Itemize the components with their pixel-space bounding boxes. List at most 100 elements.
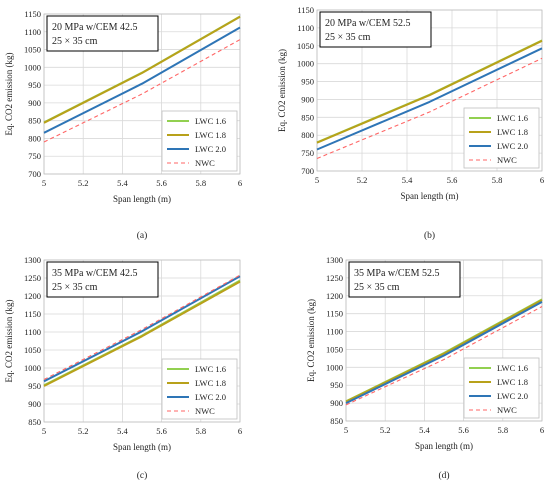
annotation-box (348, 261, 461, 298)
panel-caption: (b) (424, 230, 435, 241)
legend-label: LWC 1.6 (497, 113, 528, 123)
y-tick-label: 850 (28, 417, 41, 427)
y-tick-label: 900 (330, 398, 343, 408)
y-tick-label: 950 (301, 77, 314, 87)
x-tick-label: 6 (540, 175, 544, 185)
x-tick-label: 5.4 (117, 178, 128, 188)
annotation-box (319, 11, 432, 48)
legend-label: LWC 2.0 (195, 392, 226, 402)
y-tick-label: 900 (301, 94, 314, 104)
y-tick-label: 1100 (24, 27, 41, 37)
y-tick-label: 1250 (24, 273, 41, 283)
y-tick-label: 900 (28, 399, 41, 409)
y-tick-label: 1100 (297, 23, 314, 33)
y-tick-label: 1050 (326, 344, 343, 354)
y-axis-title: Eq. CO2 emission (kg) (306, 299, 316, 382)
x-tick-label: 5.6 (447, 175, 458, 185)
y-tick-label: 1200 (24, 291, 41, 301)
x-tick-label: 5.8 (492, 175, 503, 185)
x-tick-label: 5 (42, 178, 46, 188)
plot-frame (43, 13, 241, 175)
y-axis-title: Eq. CO2 emission (kg) (4, 300, 14, 383)
y-tick-label: 800 (28, 133, 41, 143)
y-tick-label: 1300 (24, 255, 41, 265)
annotation-line: 20 MPa w/CEM 52.5 (325, 18, 411, 29)
y-tick-label: 850 (28, 116, 41, 126)
annotation-line: 25 × 35 cm (325, 32, 371, 43)
legend-label: NWC (195, 406, 215, 416)
y-tick-label: 1000 (326, 362, 343, 372)
panel-caption: (d) (438, 470, 449, 481)
series-line-lwc-1-8 (43, 15, 241, 124)
annotation-line: 20 MPa w/CEM 42.5 (52, 22, 138, 33)
x-tick-label: 5.8 (195, 178, 206, 188)
x-axis-title: Span length (m) (415, 441, 473, 451)
x-tick-label: 5.4 (419, 425, 430, 435)
x-tick-label: 5.8 (195, 426, 206, 436)
y-tick-label: 1150 (24, 309, 41, 319)
legend-label: LWC 1.6 (195, 116, 226, 126)
plot-frame (43, 259, 241, 423)
x-tick-label: 5.4 (117, 426, 128, 436)
y-tick-label: 1150 (24, 9, 41, 19)
y-tick-label: 850 (330, 416, 343, 426)
plot-frame (316, 9, 543, 172)
series-line-lwc-1-8 (43, 280, 241, 387)
series-line-lwc-2-0 (43, 26, 241, 134)
x-tick-label: 5.4 (402, 175, 413, 185)
legend-label: NWC (497, 405, 517, 415)
legend-label: NWC (497, 155, 517, 165)
x-axis-title: Span length (m) (113, 194, 171, 204)
y-tick-label: 750 (301, 148, 314, 158)
annotation-box (46, 15, 159, 52)
x-tick-label: 5.8 (497, 425, 508, 435)
series-line-nwc (345, 306, 543, 406)
panel-caption: (c) (137, 470, 148, 481)
series-line-nwc (43, 274, 241, 380)
series-line-lwc-2-0 (316, 47, 543, 151)
annotation-box (46, 261, 159, 298)
y-tick-label: 1200 (326, 291, 343, 301)
legend-label: LWC 1.6 (497, 363, 528, 373)
series-line-lwc-1-8 (316, 39, 543, 144)
y-axis-title: Eq. CO2 emission (kg) (4, 53, 14, 136)
y-tick-label: 1050 (24, 345, 41, 355)
annotation-line: 35 MPa w/CEM 52.5 (354, 268, 440, 279)
series-line-nwc (316, 57, 543, 160)
legend-label: LWC 1.6 (195, 364, 226, 374)
y-axis-title: Eq. CO2 emission (kg) (277, 49, 287, 132)
y-tick-label: 900 (28, 98, 41, 108)
legend-label: LWC 1.8 (195, 378, 226, 388)
series-line-nwc (43, 39, 241, 143)
series-line-lwc-2-0 (345, 301, 543, 404)
series-line-lwc-2-0 (43, 275, 241, 383)
y-tick-label: 1000 (24, 62, 41, 72)
x-tick-label: 5.2 (78, 178, 89, 188)
y-tick-label: 1050 (24, 45, 41, 55)
legend-label: LWC 1.8 (195, 130, 226, 140)
y-tick-label: 750 (28, 151, 41, 161)
x-tick-label: 5 (344, 425, 348, 435)
legend-label: LWC 2.0 (497, 141, 528, 151)
y-tick-label: 1000 (297, 59, 314, 69)
y-tick-label: 1150 (297, 5, 314, 15)
y-tick-label: 850 (301, 112, 314, 122)
x-tick-label: 5 (315, 175, 319, 185)
x-tick-label: 5.6 (156, 426, 167, 436)
chart-panel-c: 850 900 950 1000 1050 1100 1150 1200 1250 1300 5 5.… (4, 255, 242, 481)
legend-label: LWC 2.0 (497, 391, 528, 401)
y-tick-label: 1150 (326, 309, 343, 319)
x-tick-label: 6 (238, 178, 242, 188)
x-tick-label: 5.2 (78, 426, 89, 436)
y-tick-label: 950 (28, 381, 41, 391)
y-tick-label: 1000 (24, 363, 41, 373)
y-tick-label: 700 (28, 169, 41, 179)
chart-panel-d: 850 900 950 1000 1050 1100 1150 1200 1250 1300 5 5.… (306, 255, 544, 481)
panel-caption: (a) (137, 230, 148, 241)
y-tick-label: 1300 (326, 255, 343, 265)
y-tick-label: 1050 (297, 41, 314, 51)
annotation-line: 25 × 35 cm (354, 282, 400, 293)
legend-label: LWC 1.8 (497, 127, 528, 137)
legend-label: NWC (195, 158, 215, 168)
